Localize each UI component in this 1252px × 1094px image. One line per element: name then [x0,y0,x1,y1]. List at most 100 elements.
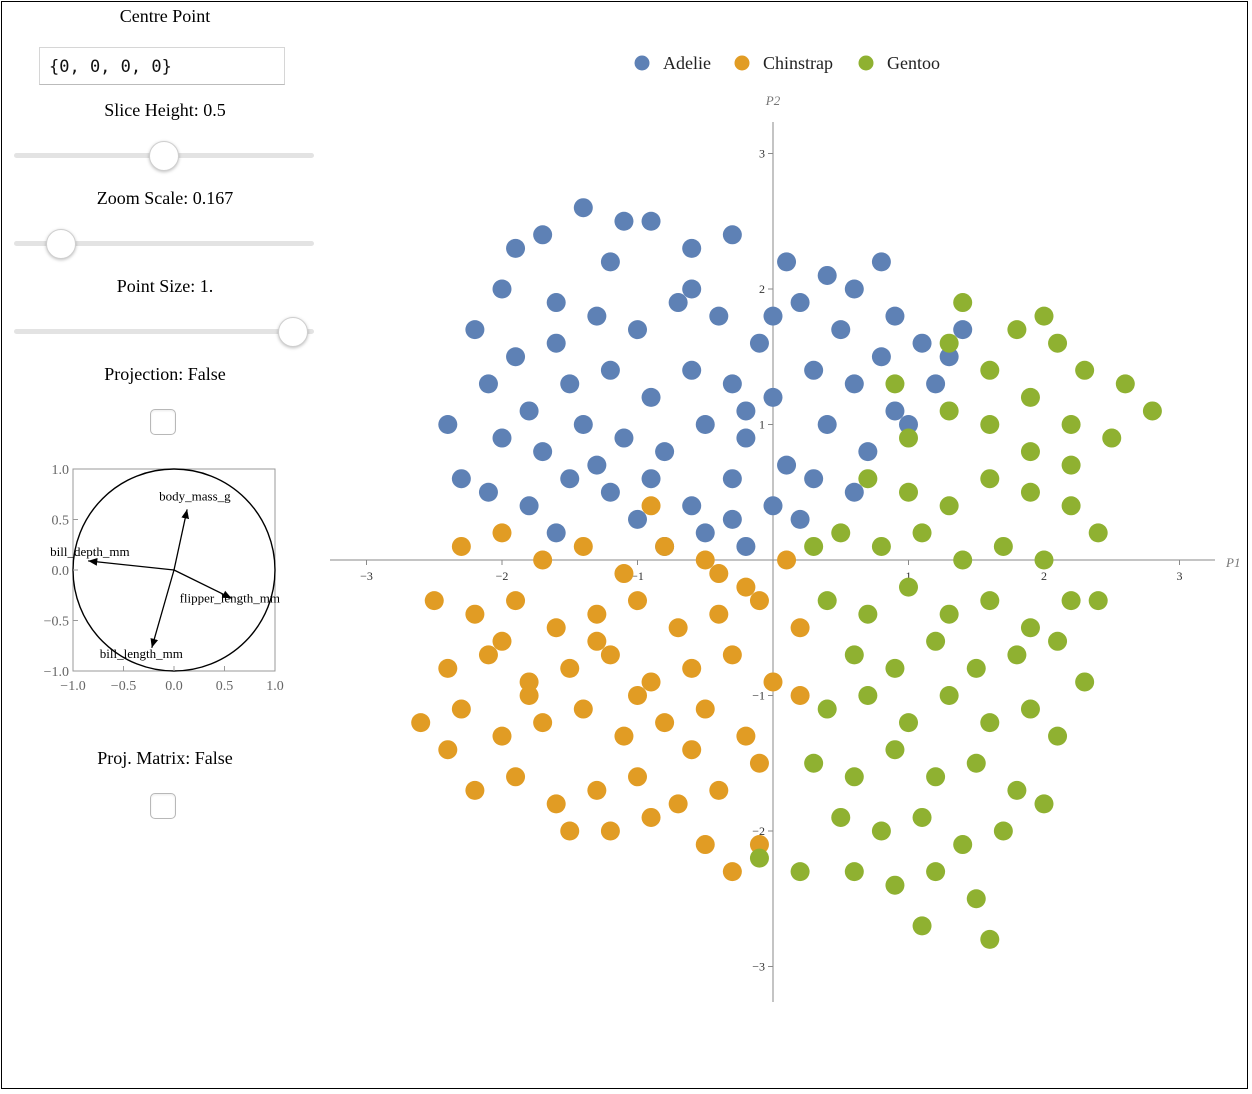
proj-matrix-label: Proj. Matrix: False [97,748,233,768]
data-point [899,428,918,448]
data-point [1061,591,1081,611]
y-axis-label: P2 [765,93,781,108]
loading-label-body_mass_g: body_mass_g [159,488,231,503]
data-point [1020,618,1040,638]
data-point [966,753,986,773]
data-point [600,482,620,502]
data-point [560,374,580,394]
data-point [871,252,891,272]
data-point [641,469,661,489]
data-point [777,550,797,570]
projection-checkbox[interactable] [150,409,176,435]
data-point [533,713,553,733]
data-point [465,604,485,624]
y-tick-label: 3 [759,147,765,161]
data-point [451,699,471,719]
slice-height-label: Slice Height: 0.5 [104,100,226,120]
centre-point-input[interactable]: {0, 0, 0, 0} [39,47,285,85]
data-point [790,509,810,529]
loading-label-bill_depth_mm: bill_depth_mm [50,544,129,559]
data-point [682,740,702,760]
data-point [573,198,593,218]
data-point [1048,631,1068,651]
data-point [885,740,905,760]
data-point [980,415,1000,434]
data-point [587,780,607,800]
data-point [1007,320,1027,340]
y-tick-label: 1 [759,418,765,432]
data-point [533,225,553,245]
slider-thumb[interactable] [278,317,308,347]
data-point [763,306,783,326]
data-point [519,672,539,692]
data-point [804,536,824,556]
data-point [871,536,891,556]
data-point [546,794,566,814]
data-point [817,591,837,611]
x-tick-label: −2 [496,569,509,583]
slider-thumb[interactable] [45,229,76,259]
loading-vector-bill_depth_mm [88,557,175,571]
biplot-x-tick-label: −1.0 [60,679,85,694]
slider-track [14,241,314,246]
data-point [600,360,620,380]
data-point [709,306,729,326]
data-point [587,631,607,651]
proj-matrix-checkbox[interactable] [150,793,176,819]
data-point [953,550,973,570]
data-point [546,618,566,638]
data-point [722,374,742,394]
data-point [763,496,783,516]
data-point [655,536,675,556]
data-point [465,320,485,340]
data-point [1007,780,1027,800]
data-point [560,658,580,678]
data-point [1020,482,1040,502]
data-point [492,279,512,299]
data-point [817,415,837,434]
data-point [926,767,946,787]
data-point [614,726,634,746]
data-point [478,482,498,502]
data-point [1007,645,1027,665]
x-tick-label: 1 [906,569,912,583]
legend-marker-adelie [634,55,650,71]
data-point [655,442,675,462]
data-point [844,374,864,394]
data-point [641,672,661,692]
data-point [939,347,959,367]
data-point [438,415,458,434]
data-point [1020,442,1040,462]
data-point [763,672,783,692]
data-point [844,645,864,665]
point-size-slider[interactable] [14,317,314,347]
data-point [506,591,526,611]
zoom-scale-slider[interactable] [14,229,314,259]
data-point [628,686,647,705]
y-tick-label: −2 [752,824,765,838]
data-point [722,225,742,245]
data-point [519,496,539,516]
data-point [736,428,756,448]
data-point [1075,672,1095,692]
data-point [844,482,864,502]
data-point [899,713,918,733]
data-point [749,835,769,855]
series-chinstrap [411,496,810,882]
data-point [519,401,539,421]
data-point [899,482,918,502]
data-point [899,415,918,434]
legend-label-chinstrap: Chinstrap [763,53,833,73]
zoom-scale-label: Zoom Scale: 0.167 [96,188,234,208]
data-point [506,767,526,787]
data-point [668,293,688,313]
series-gentoo [749,293,1162,949]
slice-height-slider[interactable] [14,141,314,171]
biplot-y-tick-label: −1.0 [44,665,69,680]
data-point [465,780,485,800]
data-point [668,618,688,638]
data-point [1115,374,1135,394]
data-point [709,564,729,584]
slider-thumb[interactable] [149,141,179,171]
data-point [695,523,715,543]
